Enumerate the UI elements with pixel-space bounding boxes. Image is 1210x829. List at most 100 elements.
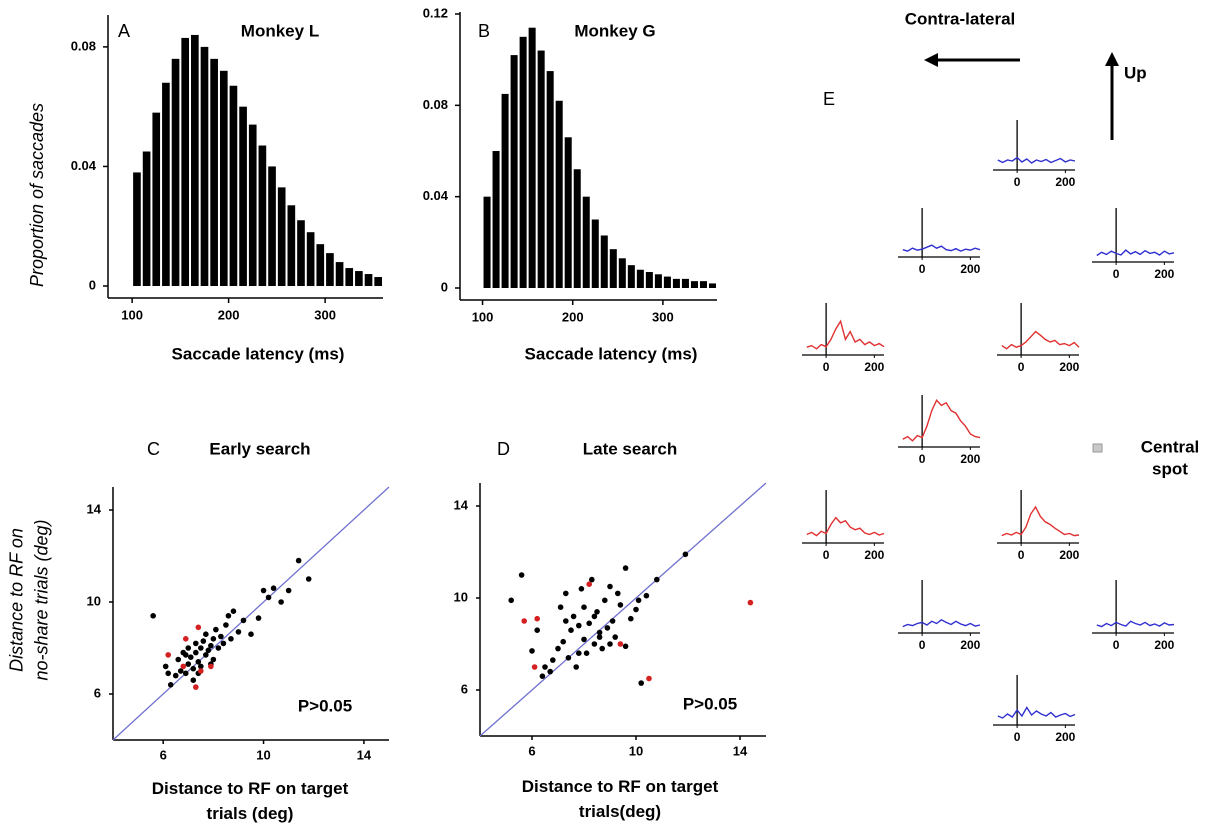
point (654, 576, 660, 583)
point (208, 663, 214, 670)
point (240, 617, 247, 624)
bar (708, 283, 716, 288)
bar (510, 55, 518, 288)
x-tick-label: 200 (1055, 175, 1075, 189)
rate-line (997, 156, 1076, 164)
annotation: P>0.05 (683, 694, 737, 713)
x-axis-label: Distance to RF on target (152, 779, 349, 798)
point (220, 640, 227, 647)
y-axis-label: Distance to RF on (6, 528, 26, 672)
point (542, 664, 548, 670)
x-tick-label: 300 (652, 309, 674, 324)
y-axis-label: Proportion of saccades (27, 103, 47, 287)
point (747, 599, 754, 606)
point (205, 647, 212, 654)
x-axis-label: Saccade latency (ms) (172, 344, 345, 363)
x-tick-label: 6 (528, 743, 535, 758)
point (198, 645, 204, 651)
point (177, 668, 184, 674)
point (646, 675, 652, 682)
rate-line (902, 618, 981, 628)
point (185, 661, 192, 667)
bar (355, 271, 363, 286)
point (193, 649, 199, 656)
point (591, 641, 598, 647)
bar (681, 278, 689, 288)
x-tick-label: 0 (1014, 175, 1021, 189)
point (607, 583, 613, 590)
point (557, 604, 564, 610)
point (190, 677, 197, 683)
x-tick-label: 200 (218, 307, 240, 322)
bar (268, 166, 276, 286)
bar (364, 274, 373, 286)
x-tick-label: 0 (823, 360, 830, 374)
bar (483, 196, 491, 288)
point (622, 643, 629, 650)
panel-label: C (147, 439, 160, 459)
point (198, 663, 204, 670)
bar (142, 151, 151, 286)
point (604, 625, 611, 631)
point (260, 587, 267, 594)
central-spot (1092, 443, 1103, 453)
x-tick-label: 200 (1154, 638, 1174, 652)
bar (239, 106, 247, 287)
x-tick-label: 200 (1055, 730, 1075, 744)
point (581, 604, 587, 610)
point (162, 663, 169, 670)
point (265, 594, 272, 601)
point (596, 634, 603, 640)
bar (582, 196, 590, 288)
point (628, 615, 634, 622)
panel-label: A (118, 21, 130, 41)
x-tick-label: 0 (919, 262, 926, 276)
x-axis-label: Saccade latency (ms) (525, 344, 698, 363)
point (228, 636, 234, 642)
point (190, 665, 197, 672)
point (200, 638, 207, 644)
point (208, 642, 214, 649)
bar (663, 276, 671, 288)
bar (248, 124, 257, 286)
bar (609, 249, 617, 288)
point (602, 597, 608, 604)
y-tick-label: 6 (461, 681, 468, 696)
point (635, 597, 642, 604)
y-tick-label: 0.12 (423, 5, 448, 20)
identity-line (112, 486, 390, 741)
point (529, 648, 535, 654)
point (195, 659, 202, 665)
point (175, 656, 182, 663)
rate-line (902, 244, 981, 252)
y-tick-label: 0 (89, 277, 96, 292)
point (534, 615, 540, 622)
bar (171, 58, 180, 286)
bar (591, 219, 599, 288)
x-tick-label: 0 (919, 452, 926, 466)
x-tick-label: 300 (314, 307, 336, 322)
y-tick-label: 14 (87, 501, 102, 516)
bar (152, 112, 161, 287)
bar (654, 274, 662, 288)
point (165, 652, 171, 658)
point (583, 650, 590, 656)
central-spot-label: Central (1141, 437, 1200, 456)
rate-line (1096, 620, 1175, 628)
bar (374, 277, 382, 286)
point (591, 613, 598, 620)
x-axis-label: Distance to RF on target (522, 777, 719, 796)
point (633, 606, 639, 613)
arrow-head (924, 53, 938, 67)
point (193, 684, 199, 690)
panel-label: D (497, 439, 510, 459)
x-tick-label: 200 (1154, 267, 1174, 281)
point (182, 636, 189, 642)
point (607, 641, 613, 647)
x-tick-label: 10 (629, 743, 643, 758)
x-tick-label: 14 (357, 747, 372, 762)
bar (229, 85, 238, 286)
point (210, 656, 217, 663)
y-tick-label: 0.08 (71, 38, 96, 53)
